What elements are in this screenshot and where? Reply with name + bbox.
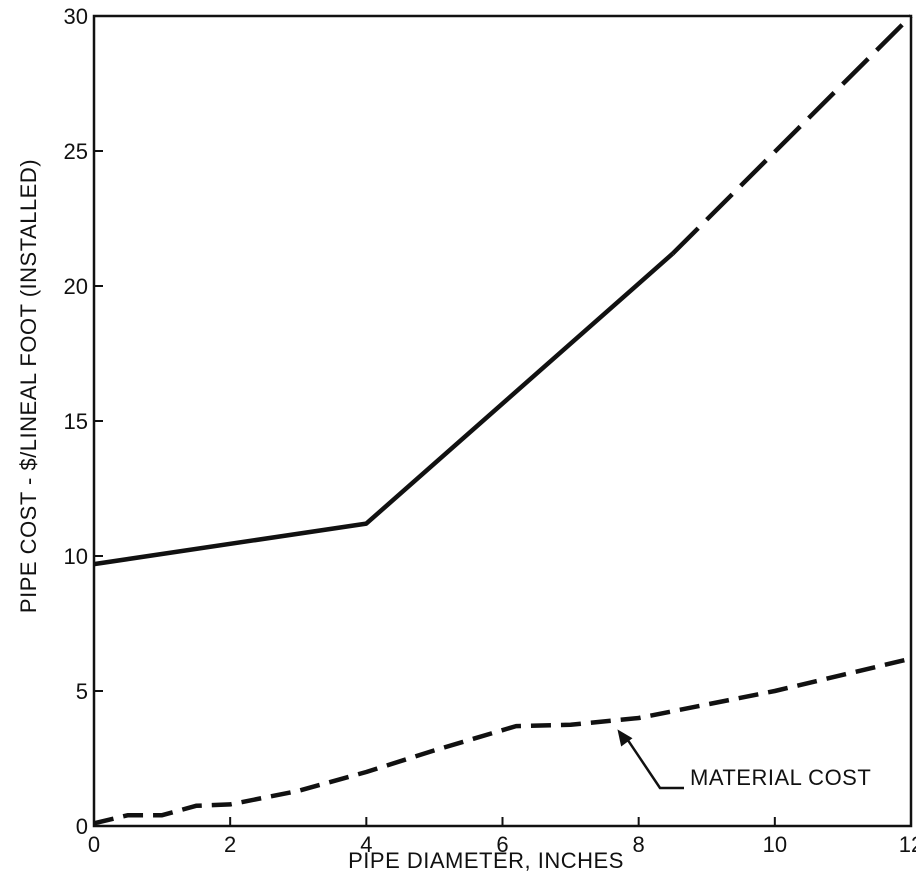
y-tick-label: 15 [64, 409, 88, 434]
installed-cost-line-solid [93, 251, 675, 567]
y-tick-label: 20 [64, 274, 88, 299]
y-axis-title: PIPE COST - $/LINEAL FOOT (INSTALLED) [16, 159, 41, 613]
y-tick-label: 30 [64, 4, 88, 29]
x-tick-label: 6 [496, 832, 508, 857]
y-tick-label: 5 [76, 679, 88, 704]
installed-cost-line-dashed [671, 14, 913, 256]
x-tick-label: 0 [88, 832, 100, 857]
material-cost-label: MATERIAL COST [690, 765, 871, 790]
x-tick-label: 10 [763, 832, 787, 857]
y-tick-label: 25 [64, 139, 88, 164]
x-tick-label: 2 [224, 832, 236, 857]
x-axis-title: PIPE DIAMETER, INCHES [348, 848, 624, 873]
material-cost-arrowhead [617, 729, 633, 747]
tick-labels: 0 2 4 6 8 10 12 0 5 10 15 20 25 30 [64, 4, 916, 857]
x-tick-label: 4 [360, 832, 372, 857]
material-cost-line [93, 656, 912, 826]
material-cost-leader [626, 738, 684, 790]
y-tick-label: 10 [64, 544, 88, 569]
plot-frame [92, 14, 913, 828]
y-tick-label: 0 [76, 814, 88, 839]
series-lines [93, 14, 913, 826]
x-tick-label: 12 [899, 832, 916, 857]
x-tick-label: 8 [633, 832, 645, 857]
